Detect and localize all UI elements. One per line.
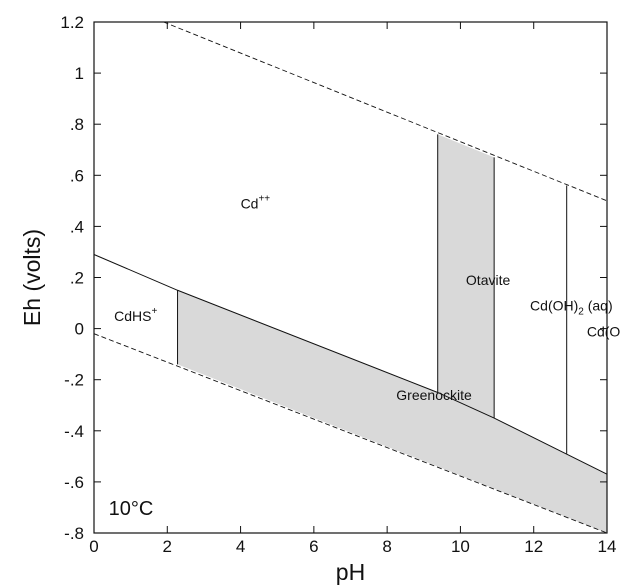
x-tick-label: 2 — [163, 537, 172, 556]
y-tick-label: 1 — [75, 64, 84, 83]
y-tick-label: -.4 — [64, 422, 84, 441]
region-otavite — [437, 134, 495, 419]
x-tick-label: 12 — [524, 537, 543, 556]
region-label: Cd++ — [241, 194, 271, 212]
water-limit-lower-line — [93, 333, 608, 534]
region-label: Cd(OH)3− — [587, 320, 620, 343]
region-label: CdHS+ — [114, 306, 157, 324]
y-tick-label: -.2 — [64, 371, 84, 390]
y-tick-label: -.8 — [64, 524, 84, 543]
water-limit-upper-line — [163, 21, 608, 202]
temperature-annotation: 10°C — [109, 498, 154, 520]
boundary-lines — [93, 21, 608, 534]
region-label: Otavite — [466, 272, 511, 288]
y-tick-label: -.6 — [64, 473, 84, 492]
y-axis-label: Eh (volts) — [19, 229, 45, 326]
x-axis-label: pH — [336, 559, 365, 585]
y-tick-label: .8 — [70, 115, 84, 134]
y-tick-label: .2 — [70, 269, 84, 288]
y-tick-label: .6 — [70, 166, 84, 185]
x-tick-label: 6 — [309, 537, 318, 556]
x-tick-label: 4 — [236, 537, 245, 556]
y-tick-label: 0 — [75, 320, 84, 339]
region-labels: Cd++ CdHS+ Greenockite Otavite Cd(OH)2 (aq)C… — [114, 194, 620, 404]
x-tick-label: 10 — [451, 537, 470, 556]
region-label: Cd(OH)2 (aq) — [530, 298, 613, 318]
axis-ticks: 0 2 4 6 8 10 12 14 -.8 -.6 -.4 -.2 0 .2 .4 .6 .8 1 1.2 — [60, 13, 616, 556]
region-greenockite — [177, 290, 607, 533]
x-tick-label: 14 — [598, 537, 617, 556]
y-tick-label: .4 — [70, 217, 84, 236]
x-tick-label: 8 — [382, 537, 391, 556]
x-tick-label: 0 — [89, 537, 98, 556]
shaded-regions — [177, 134, 607, 533]
y-tick-label: 1.2 — [60, 13, 84, 32]
region-label: Greenockite — [396, 387, 472, 403]
